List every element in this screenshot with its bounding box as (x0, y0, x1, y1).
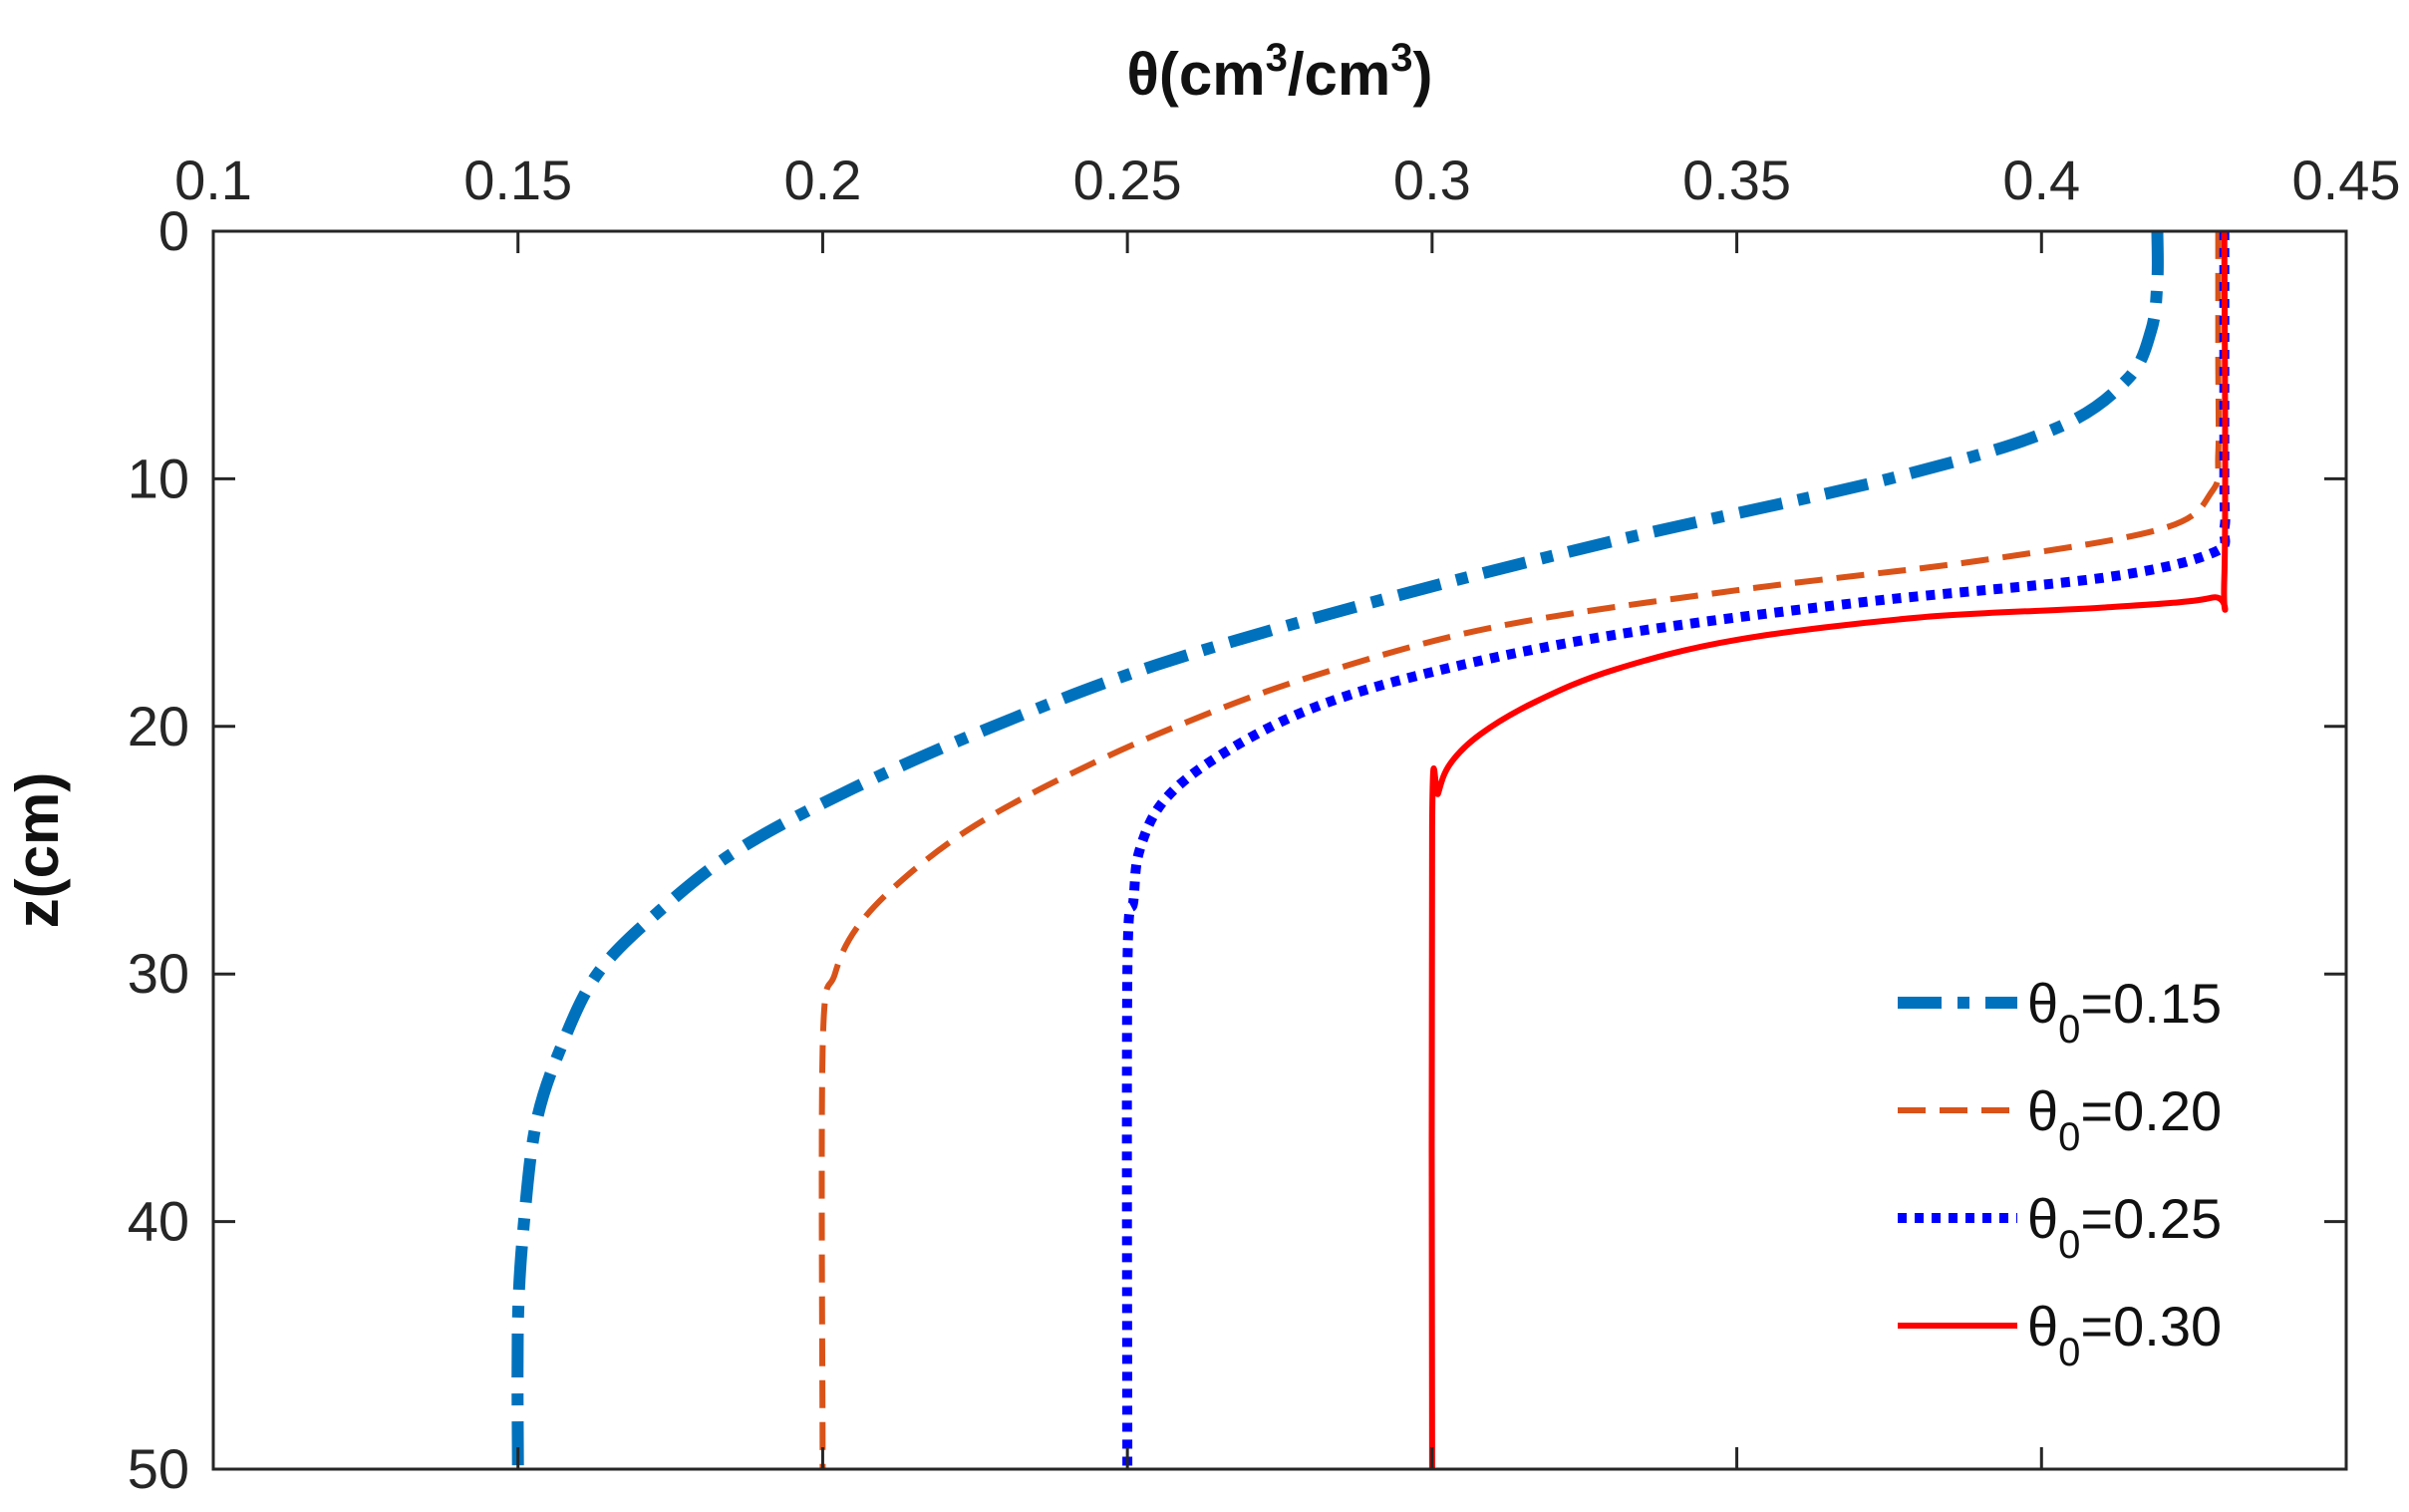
legend-label-1: θ0=0.20 (2027, 1079, 2222, 1159)
x-tick-label: 0.45 (2292, 149, 2401, 211)
x-tick-label: 0.4 (2002, 149, 2080, 211)
series-layer (511, 231, 2231, 1469)
y-tick-label: 10 (128, 447, 189, 509)
tick-layer: 0.1 0.15 0.2 0.25 0.3 0.35 0.4 0.45 0 10 20 30 40 50 (128, 149, 2401, 1500)
series-line-3 (1428, 231, 2229, 1469)
series-line-0 (511, 231, 2164, 1469)
y-tick-label: 30 (128, 942, 189, 1005)
x-tick-label: 0.25 (1073, 149, 1182, 211)
legend-label-0: θ0=0.15 (2027, 972, 2222, 1052)
x-tick-label: 0.1 (174, 149, 252, 211)
x-tick-label: 0.3 (1393, 149, 1471, 211)
y-axis-title: z(cm) (4, 772, 71, 929)
x-tick-label: 0.15 (463, 149, 572, 211)
series-line-2 (1121, 231, 2231, 1469)
y-tick-label: 20 (128, 695, 189, 757)
x-tick-label: 0.2 (783, 149, 861, 211)
x-tick-label: 0.35 (1682, 149, 1791, 211)
legend-label-3: θ0=0.30 (2027, 1295, 2222, 1374)
y-tick-label: 0 (158, 199, 189, 262)
legend: θ0=0.15 θ0=0.20 θ0=0.25 θ0=0.30 (1898, 972, 2222, 1374)
x-axis-title: θ(cm3/cm3) (1126, 36, 1432, 108)
y-tick-label: 40 (128, 1190, 189, 1253)
y-tick-label: 50 (128, 1437, 189, 1500)
series-line-1 (818, 231, 2223, 1469)
plot-area-frame (211, 229, 2348, 1471)
legend-label-2: θ0=0.25 (2027, 1187, 2222, 1267)
